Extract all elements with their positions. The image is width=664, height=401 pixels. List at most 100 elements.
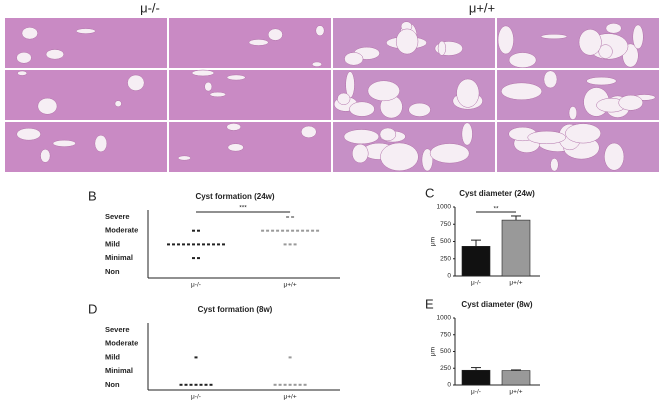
cyst bbox=[177, 155, 191, 161]
dot bbox=[197, 243, 200, 246]
cyst bbox=[21, 27, 38, 40]
dot bbox=[303, 383, 307, 386]
y-tick-label: Severe bbox=[105, 212, 130, 221]
cyst bbox=[618, 94, 644, 111]
y-axis-label: μm bbox=[430, 347, 437, 356]
dot bbox=[278, 383, 282, 386]
sig-label: *** bbox=[239, 205, 247, 212]
y-tick-label: 750 bbox=[440, 331, 451, 338]
dot bbox=[286, 216, 290, 218]
cyst bbox=[45, 49, 65, 60]
dot bbox=[207, 243, 210, 246]
cyst bbox=[52, 139, 76, 147]
cyst bbox=[337, 92, 351, 105]
panel-letter: E bbox=[425, 296, 434, 311]
dot bbox=[311, 229, 315, 232]
cyst bbox=[352, 143, 369, 164]
cyst bbox=[226, 123, 242, 131]
cyst bbox=[543, 70, 558, 89]
cyst bbox=[598, 44, 613, 59]
cyst bbox=[344, 52, 364, 66]
cyst bbox=[540, 33, 568, 40]
dot bbox=[291, 216, 295, 218]
sig-label: ** bbox=[493, 206, 499, 213]
histology-panel bbox=[5, 18, 659, 172]
bar bbox=[461, 246, 491, 277]
panel-letter: C bbox=[425, 185, 434, 200]
x-tick-label: μ-/- bbox=[191, 282, 201, 289]
dot bbox=[293, 383, 297, 386]
y-tick-label: Moderate bbox=[105, 339, 138, 348]
bar bbox=[501, 219, 531, 277]
cyst bbox=[437, 40, 447, 56]
y-tick-label: Non bbox=[105, 380, 120, 389]
panel-letter: B bbox=[88, 188, 97, 203]
group-header: μ+/+ bbox=[469, 0, 495, 15]
dot bbox=[192, 257, 195, 260]
dot bbox=[172, 243, 175, 246]
cyst bbox=[114, 100, 122, 107]
tissue-tile bbox=[5, 18, 167, 68]
cyst bbox=[17, 70, 28, 76]
x-tick-label: μ-/- bbox=[191, 394, 201, 401]
y-tick-label: Minimal bbox=[105, 366, 133, 375]
x-tick-label: μ-/- bbox=[471, 389, 481, 396]
dot bbox=[281, 229, 285, 232]
cyst bbox=[578, 29, 602, 56]
dot bbox=[192, 243, 195, 246]
cyst bbox=[94, 134, 108, 153]
cyst bbox=[127, 74, 145, 91]
cyst bbox=[300, 125, 317, 139]
dot bbox=[192, 229, 195, 232]
cyst bbox=[349, 101, 375, 117]
cyst bbox=[461, 122, 473, 146]
tissue-tile bbox=[5, 70, 167, 120]
bar bbox=[461, 369, 491, 386]
dot bbox=[288, 243, 292, 246]
dot bbox=[291, 229, 295, 232]
y-tick-label: 750 bbox=[440, 221, 451, 228]
dot bbox=[197, 229, 200, 232]
dot bbox=[199, 383, 203, 386]
cyst bbox=[605, 23, 622, 34]
cyst bbox=[508, 52, 537, 68]
bar bbox=[501, 370, 531, 386]
y-tick-label: Minimal bbox=[105, 253, 133, 262]
dot bbox=[276, 229, 280, 232]
cyst bbox=[204, 81, 213, 92]
y-tick-label: Moderate bbox=[105, 226, 138, 235]
cyst bbox=[632, 24, 644, 50]
dot bbox=[316, 229, 320, 232]
y-tick-label: 0 bbox=[447, 273, 451, 280]
x-tick-label: μ+/+ bbox=[509, 389, 522, 396]
chart-title: Cyst diameter (8w) bbox=[461, 300, 532, 309]
dot bbox=[204, 383, 208, 386]
cyst bbox=[191, 69, 215, 77]
y-tick-label: Mild bbox=[105, 239, 120, 248]
cyst bbox=[395, 28, 419, 55]
dot bbox=[288, 383, 292, 386]
y-tick-label: 500 bbox=[440, 348, 451, 355]
dot bbox=[222, 243, 225, 246]
y-tick-label: 500 bbox=[440, 238, 451, 245]
y-tick-label: 250 bbox=[440, 255, 451, 262]
dot bbox=[177, 243, 180, 246]
x-tick-label: μ-/- bbox=[471, 280, 481, 287]
cyst bbox=[16, 51, 32, 64]
chart-title: Cyst diameter (24w) bbox=[459, 189, 535, 198]
cyst bbox=[604, 142, 625, 171]
cyst bbox=[248, 39, 269, 46]
cyst bbox=[343, 129, 380, 145]
dot bbox=[189, 383, 193, 386]
dot bbox=[283, 243, 287, 246]
group-header: μ-/- bbox=[140, 0, 160, 15]
cyst bbox=[429, 143, 470, 164]
dot bbox=[296, 229, 300, 232]
dot bbox=[212, 243, 215, 246]
y-tick-label: Mild bbox=[105, 352, 120, 361]
cyst bbox=[367, 80, 400, 102]
dot bbox=[179, 383, 183, 386]
cyst bbox=[227, 143, 244, 152]
dot bbox=[202, 243, 205, 246]
cyst bbox=[37, 97, 58, 115]
